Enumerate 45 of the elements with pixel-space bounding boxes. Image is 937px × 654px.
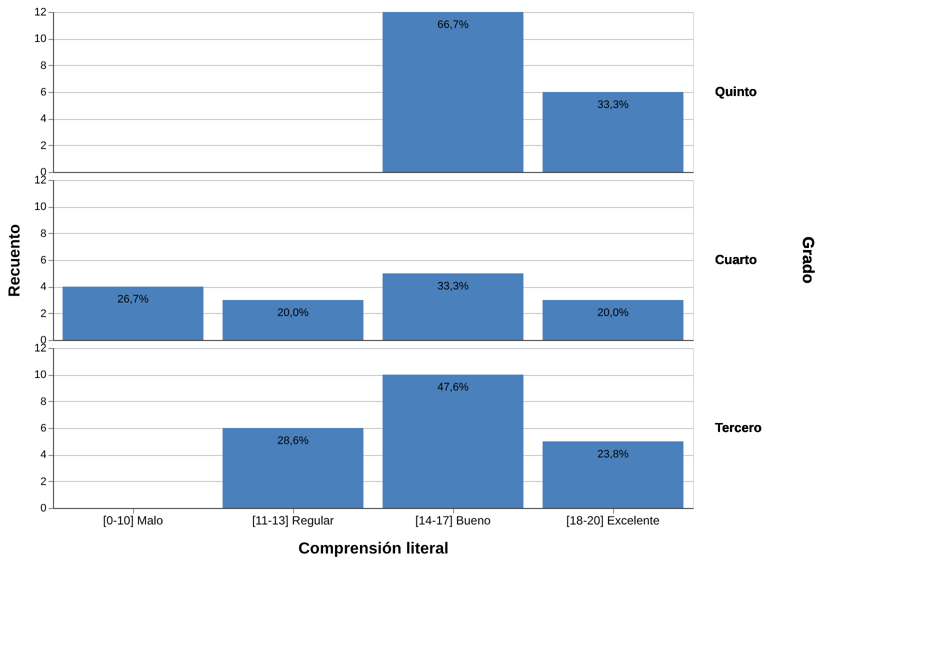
- annotation: 47,6%: [437, 382, 469, 394]
- y-tick-label: 6: [40, 422, 46, 434]
- y-tick-label: 4: [40, 113, 46, 126]
- y-tick-label: 12: [34, 174, 46, 186]
- x-tick-label: [18-20] Excelente: [566, 514, 660, 528]
- annotation: 33,3%: [597, 99, 629, 111]
- annotation: 28,6%: [277, 435, 309, 447]
- y-axis-title: Recuento: [6, 224, 24, 297]
- y-tick-label: 12: [34, 342, 46, 354]
- y-tick-label: 10: [34, 201, 46, 214]
- bar: [382, 273, 524, 340]
- annotation: 33,3%: [437, 280, 469, 292]
- x-axis-title: Comprensión literal: [298, 540, 449, 558]
- x-tick-label: [0-10] Malo: [102, 514, 164, 528]
- annotation: 20,0%: [597, 307, 629, 319]
- y-tick-label: 6: [40, 86, 46, 98]
- bar: [382, 374, 524, 508]
- y-tick-label: 2: [40, 476, 46, 488]
- y-tick-label: 10: [34, 369, 46, 382]
- y2-axis-title: Cuarto: [715, 252, 757, 267]
- y2-axis-title: Tercero: [715, 420, 762, 435]
- y-tick-label: 8: [40, 228, 46, 240]
- x-tick-label: [11-13] Regular: [252, 514, 334, 528]
- y-tick-label: 4: [40, 449, 46, 462]
- annotation: 23,8%: [597, 448, 629, 460]
- y-tick-label: 8: [40, 60, 46, 72]
- y-tick-label: 2: [40, 140, 46, 152]
- bar: [542, 441, 684, 508]
- text: Grado: [799, 236, 816, 284]
- bar: [222, 300, 364, 340]
- y-tick-label: 4: [40, 281, 46, 294]
- bar: [222, 428, 364, 508]
- annotation: 20,0%: [277, 307, 309, 319]
- x-tick-label: [14-17] Bueno: [415, 514, 492, 528]
- annotation: 66,7%: [437, 19, 469, 31]
- bar: [542, 300, 684, 340]
- y-tick-label: 0: [40, 502, 46, 514]
- y2-axis-title: Quinto: [715, 84, 757, 99]
- y-tick-label: 6: [40, 254, 46, 266]
- bar: [62, 286, 204, 340]
- y-tick-label: 12: [34, 6, 46, 18]
- y-tick-label: 8: [40, 396, 46, 408]
- annotation: 26,7%: [117, 294, 149, 306]
- y-tick-label: 10: [34, 33, 46, 46]
- y-tick-label: 2: [40, 308, 46, 320]
